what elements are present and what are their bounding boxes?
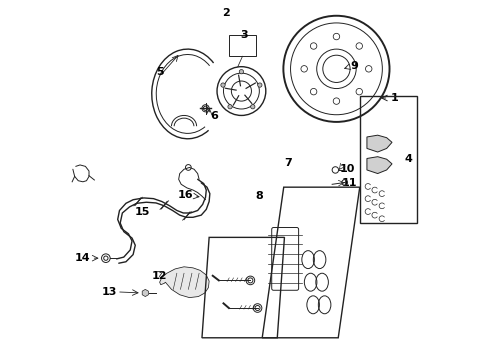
- Text: 3: 3: [241, 30, 248, 40]
- Text: 5: 5: [156, 67, 164, 77]
- Text: 10: 10: [340, 163, 355, 174]
- Text: 1: 1: [390, 93, 398, 103]
- Polygon shape: [160, 267, 209, 298]
- Text: 7: 7: [284, 158, 292, 168]
- Text: 9: 9: [350, 61, 358, 71]
- Circle shape: [258, 83, 262, 87]
- Text: 12: 12: [152, 271, 168, 281]
- Text: 4: 4: [405, 154, 413, 164]
- Polygon shape: [367, 157, 392, 174]
- Polygon shape: [142, 289, 148, 297]
- Text: 11: 11: [342, 178, 357, 188]
- Text: 2: 2: [222, 8, 230, 18]
- Text: 16: 16: [178, 190, 194, 200]
- Text: 8: 8: [255, 191, 263, 201]
- Text: 15: 15: [135, 207, 150, 217]
- Text: 13: 13: [101, 287, 117, 297]
- Circle shape: [228, 104, 232, 109]
- Bar: [229, 36, 256, 56]
- Polygon shape: [367, 135, 392, 152]
- Circle shape: [221, 83, 225, 87]
- Circle shape: [239, 69, 244, 74]
- Text: 6: 6: [210, 111, 218, 121]
- Text: 14: 14: [75, 253, 91, 263]
- Circle shape: [251, 104, 255, 109]
